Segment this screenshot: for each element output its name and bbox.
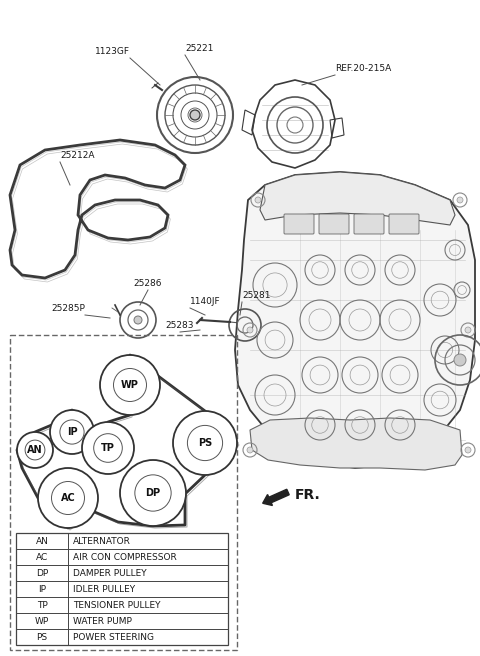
Circle shape [255,197,261,203]
Text: 25221: 25221 [185,44,214,53]
FancyBboxPatch shape [354,214,384,234]
FancyBboxPatch shape [319,214,349,234]
Polygon shape [235,172,475,468]
Text: AC: AC [60,493,75,503]
Text: AIR CON COMPRESSOR: AIR CON COMPRESSOR [73,552,177,562]
Circle shape [17,432,53,468]
Text: DP: DP [36,569,48,577]
Circle shape [100,355,160,415]
Text: IP: IP [67,427,77,437]
Text: REF.20-215A: REF.20-215A [335,64,391,73]
Text: ALTERNATOR: ALTERNATOR [73,537,131,546]
Text: 1123GF: 1123GF [95,47,130,56]
Circle shape [247,327,253,333]
Text: 25281: 25281 [242,291,271,300]
Circle shape [82,422,134,474]
Circle shape [173,411,237,475]
Text: PS: PS [36,632,48,642]
Text: FR.: FR. [295,488,321,502]
Text: DP: DP [145,488,161,498]
Text: 25286: 25286 [134,279,162,288]
FancyArrow shape [263,489,289,506]
Text: WP: WP [35,617,49,626]
Text: 25212A: 25212A [60,151,95,160]
Text: AN: AN [36,537,48,546]
Text: 25283: 25283 [166,321,194,330]
Circle shape [120,460,186,526]
Text: TP: TP [101,443,115,453]
Circle shape [247,447,253,453]
Circle shape [465,447,471,453]
Text: 1140JF: 1140JF [190,297,221,306]
Text: TP: TP [36,600,48,609]
Polygon shape [250,418,462,470]
Circle shape [454,354,466,366]
Text: IP: IP [38,584,46,594]
FancyBboxPatch shape [389,214,419,234]
Text: POWER STEERING: POWER STEERING [73,632,154,642]
Polygon shape [260,172,455,225]
Circle shape [465,327,471,333]
Text: PS: PS [198,438,212,448]
Circle shape [50,410,94,454]
Circle shape [134,316,142,324]
Text: AN: AN [27,445,43,455]
Circle shape [457,197,463,203]
Text: IDLER PULLEY: IDLER PULLEY [73,584,135,594]
Text: TENSIONER PULLEY: TENSIONER PULLEY [73,600,160,609]
Text: AC: AC [36,552,48,562]
Text: DAMPER PULLEY: DAMPER PULLEY [73,569,146,577]
Circle shape [190,110,200,120]
Text: 25285P: 25285P [51,304,85,313]
Text: WP: WP [121,380,139,390]
FancyBboxPatch shape [284,214,314,234]
Text: WATER PUMP: WATER PUMP [73,617,132,626]
Circle shape [38,468,98,528]
